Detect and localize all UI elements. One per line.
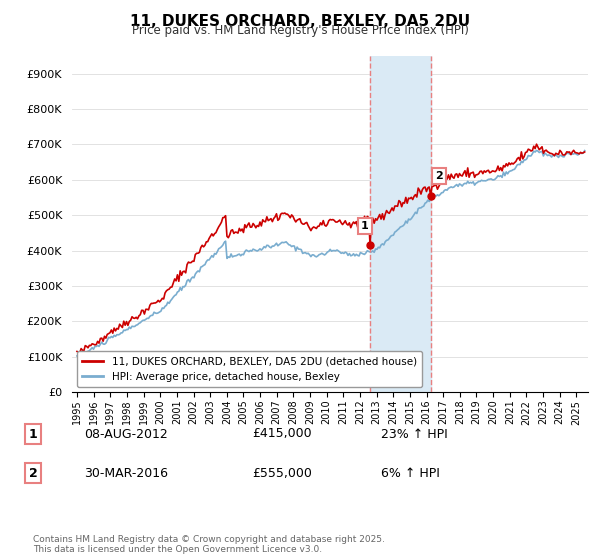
Text: 23% ↑ HPI: 23% ↑ HPI (381, 427, 448, 441)
Text: £415,000: £415,000 (252, 427, 311, 441)
Text: 6% ↑ HPI: 6% ↑ HPI (381, 466, 440, 480)
Bar (370, 56, 431, 392)
Text: 11, DUKES ORCHARD, BEXLEY, DA5 2DU: 11, DUKES ORCHARD, BEXLEY, DA5 2DU (130, 14, 470, 29)
Text: 30-MAR-2016: 30-MAR-2016 (84, 466, 168, 480)
Text: 2: 2 (29, 466, 37, 480)
Text: Contains HM Land Registry data © Crown copyright and database right 2025.
This d: Contains HM Land Registry data © Crown c… (33, 535, 385, 554)
Text: 1: 1 (29, 427, 37, 441)
Legend: 11, DUKES ORCHARD, BEXLEY, DA5 2DU (detached house), HPI: Average price, detache: 11, DUKES ORCHARD, BEXLEY, DA5 2DU (deta… (77, 351, 422, 387)
Text: 2: 2 (435, 171, 443, 181)
Text: 1: 1 (361, 221, 369, 231)
Text: £555,000: £555,000 (252, 466, 312, 480)
Text: Price paid vs. HM Land Registry's House Price Index (HPI): Price paid vs. HM Land Registry's House … (131, 24, 469, 37)
Text: 08-AUG-2012: 08-AUG-2012 (84, 427, 168, 441)
